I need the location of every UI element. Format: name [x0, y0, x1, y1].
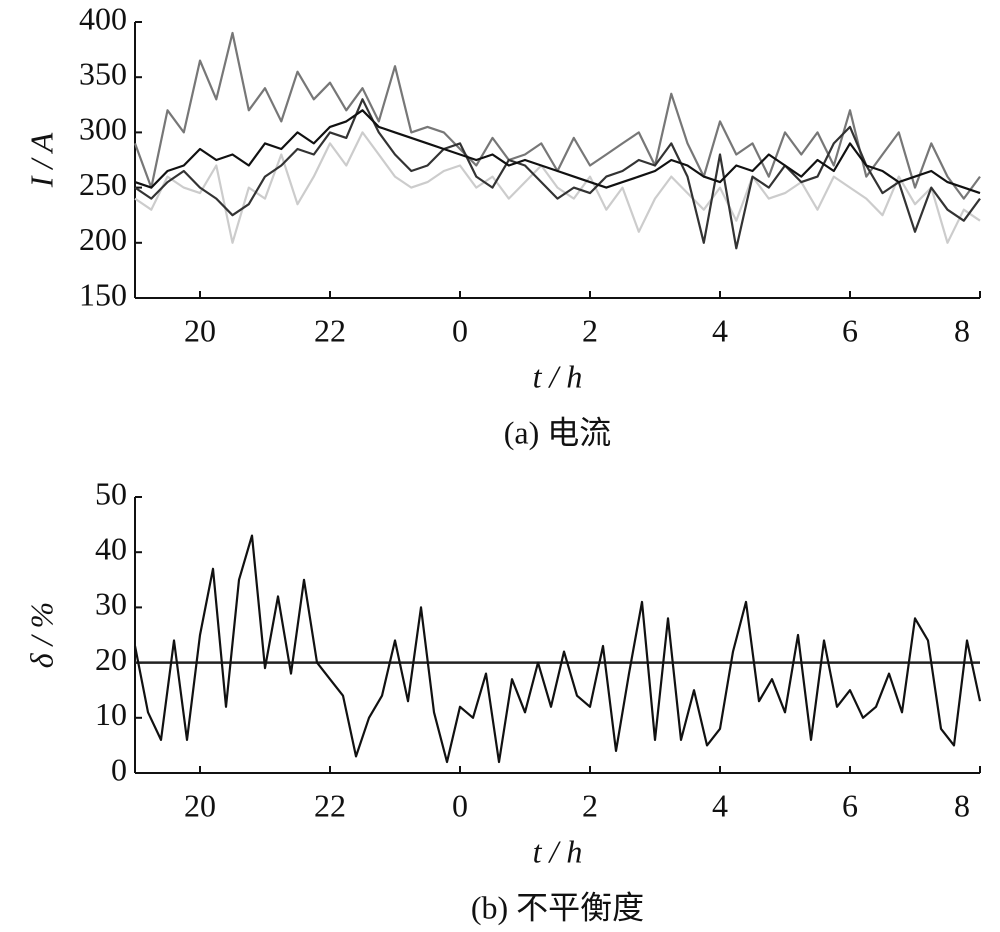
x-tick-label: 22: [314, 787, 346, 823]
data-line: [134, 109, 981, 195]
data-line: [133, 534, 982, 764]
x-axis-label: t / h: [533, 833, 583, 869]
y-tick-label: 250: [79, 166, 127, 202]
y-tick-label: 50: [95, 475, 127, 511]
data-line: [134, 98, 981, 250]
x-axis-label: t / h: [533, 358, 583, 394]
y-tick-label: 30: [95, 586, 127, 622]
x-tick-label: 8: [954, 312, 970, 348]
y-tick-label: 0: [111, 751, 127, 787]
y-tick-label: 400: [79, 0, 127, 36]
x-tick-label: 2: [582, 787, 598, 823]
x-tick-label: 6: [842, 787, 858, 823]
y-tick-label: 10: [95, 696, 127, 732]
y-tick-label: 200: [79, 221, 127, 257]
x-tick-label: 20: [184, 787, 216, 823]
x-tick-label: 0: [452, 787, 468, 823]
x-tick-label: 8: [954, 787, 970, 823]
x-tick-label: 4: [712, 312, 728, 348]
data-line: [133, 31, 981, 200]
x-tick-label: 0: [452, 312, 468, 348]
x-tick-label: 22: [314, 312, 346, 348]
x-tick-label: 6: [842, 312, 858, 348]
caption: (a) 电流: [504, 414, 612, 450]
y-tick-label: 20: [95, 641, 127, 677]
caption: (b) 不平衡度: [471, 889, 644, 925]
y-tick-label: 350: [79, 56, 127, 92]
y-tick-label: 150: [79, 276, 127, 312]
y-tick-label: 300: [79, 111, 127, 147]
y-tick-label: 40: [95, 531, 127, 567]
x-tick-label: 20: [184, 312, 216, 348]
y-axis-label: δ / %: [23, 602, 59, 668]
x-tick-label: 2: [582, 312, 598, 348]
y-axis-label: I / A: [23, 132, 59, 188]
x-tick-label: 4: [712, 787, 728, 823]
